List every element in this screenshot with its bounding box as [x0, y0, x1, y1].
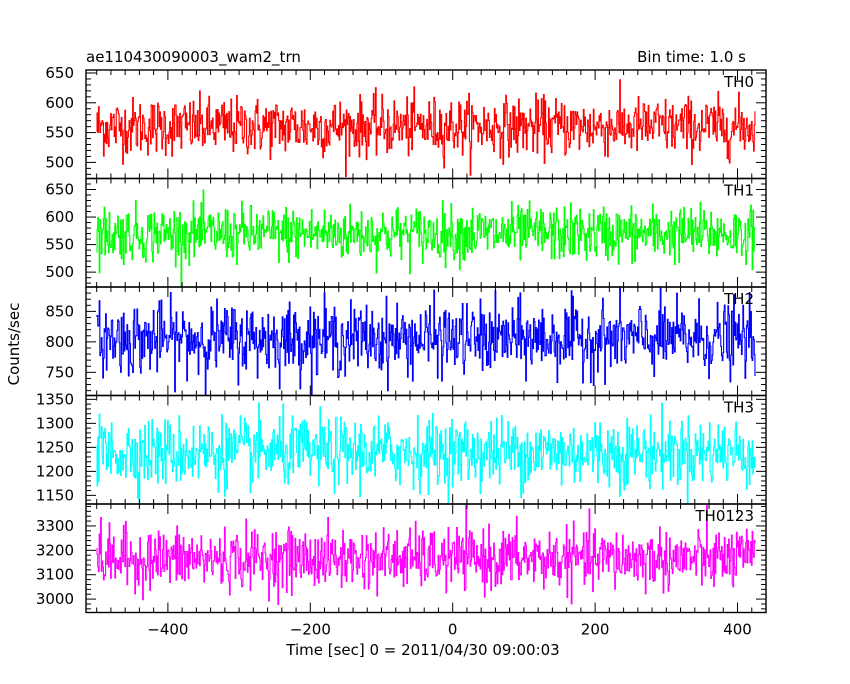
y-tick-label: 800	[45, 333, 74, 351]
y-tick-label: 850	[45, 302, 74, 320]
panel-th3: 1150 1200 1250 1300 1350 TH3	[36, 390, 767, 505]
y-tick-label: 500	[45, 263, 74, 281]
panels: 500 550 600 650 TH0 500 550 600 650 TH1 750 800 850 T…	[36, 64, 767, 639]
series-label-th3: TH3	[723, 399, 754, 417]
y-tick-label: 650	[45, 64, 74, 82]
y-tick-label: 1350	[36, 390, 74, 408]
x-tick-label: 0	[448, 621, 458, 639]
panel-th2: 750 800 850 TH2	[45, 286, 767, 397]
y-tick-label: 3000	[36, 590, 74, 608]
series-label-th2: TH2	[723, 290, 754, 308]
y-tick-label: 1150	[36, 486, 74, 504]
panel-th1: 500 550 600 650 TH1	[45, 177, 767, 288]
panel-th0: 500 550 600 650 TH0	[45, 64, 767, 180]
y-tick-label: 750	[45, 363, 74, 381]
series-label-th0123: TH0123	[694, 507, 754, 525]
y-tick-label: 600	[45, 208, 74, 226]
x-tick-label: 400	[723, 621, 752, 639]
chart-title: ae110430090003_wam2_trn	[86, 48, 301, 67]
series-line-th3	[96, 402, 756, 504]
y-tick-label: 3200	[36, 541, 74, 559]
y-tick-label: 550	[45, 236, 74, 254]
y-tick-label: 1300	[36, 414, 74, 432]
series-line-th0	[96, 79, 756, 177]
chart-subtitle: Bin time: 1.0 s	[637, 48, 746, 66]
y-tick-label: 1250	[36, 438, 74, 456]
y-tick-label: 500	[45, 153, 74, 171]
y-tick-label: 650	[45, 181, 74, 199]
y-axis-label: Counts/sec	[5, 303, 23, 386]
x-tick-label: 200	[581, 621, 610, 639]
panel-th0123: 3000 3100 3200 3300 TH0123	[36, 503, 767, 614]
x-axis-label: Time [sec] 0 = 2011/04/30 09:00:03	[285, 641, 559, 659]
series-line-th2	[96, 287, 756, 396]
series-label-th1: TH1	[723, 182, 754, 200]
panel-frame	[85, 503, 767, 614]
y-tick-label: 600	[45, 94, 74, 112]
series-label-th0: TH0	[723, 73, 754, 91]
x-tick-label: −400	[147, 621, 188, 639]
y-tick-label: 3300	[36, 517, 74, 535]
y-tick-label: 3100	[36, 566, 74, 584]
y-tick-label: 550	[45, 124, 74, 142]
y-tick-label: 1200	[36, 462, 74, 480]
series-line-th1	[96, 189, 756, 287]
series-line-th0123	[96, 504, 756, 605]
x-tick-label: −200	[290, 621, 331, 639]
